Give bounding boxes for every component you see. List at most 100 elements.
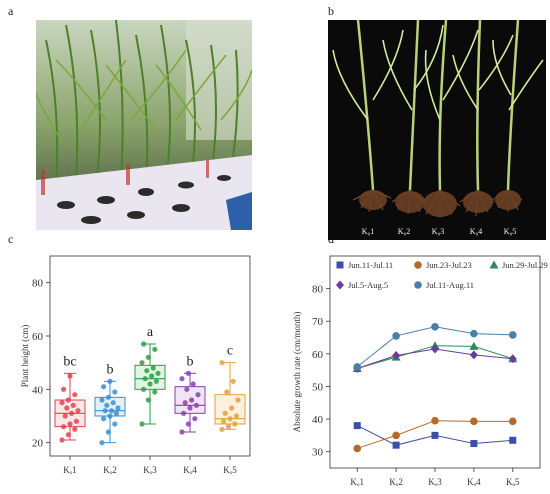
box-point — [72, 392, 78, 398]
box-point — [150, 365, 156, 371]
significance-letter: b — [107, 362, 114, 377]
box-point — [59, 437, 65, 443]
y-tick-label: 20 — [32, 438, 44, 450]
legend-label: Jul.5-Aug.5 — [348, 280, 388, 290]
box-point — [62, 413, 68, 419]
series-point — [431, 431, 439, 439]
plant-label-4: K₀4 — [470, 227, 483, 236]
plant-label-1: K₀1 — [362, 227, 375, 236]
box-point — [153, 378, 159, 384]
box-point — [67, 421, 73, 427]
series-point — [431, 416, 439, 425]
box-point — [145, 397, 151, 403]
box-point — [112, 421, 118, 427]
box-point — [99, 440, 105, 446]
box-point — [185, 421, 191, 427]
panel-b-letter: b — [328, 4, 334, 18]
box-point — [189, 397, 195, 403]
box-point — [72, 426, 78, 432]
series-point — [470, 417, 478, 426]
x-tick-label: Kₒ4 — [183, 465, 197, 475]
series-point — [470, 440, 478, 448]
box-point — [181, 410, 187, 416]
box-point — [224, 389, 230, 395]
box-point — [145, 354, 151, 360]
series-point — [470, 329, 478, 338]
y-tick-label: 40 — [32, 384, 44, 396]
box-point — [65, 432, 71, 438]
box-point — [179, 429, 185, 435]
legend-label: Jun.23-Jul.23 — [426, 260, 472, 270]
significance-letter: c — [227, 344, 233, 359]
legend-label: Jun.29-Jul.29 — [502, 260, 548, 270]
box-point — [219, 426, 225, 432]
box-point — [69, 410, 75, 416]
box-point — [235, 397, 241, 403]
box-point — [141, 341, 147, 347]
box-point — [105, 429, 111, 435]
photo-five-plants: K₀1 K₀2 K₀3 K₀4 K₀5 — [328, 20, 546, 240]
box-point — [142, 376, 148, 382]
box-point — [73, 418, 79, 424]
x-tick-label: Kₒ2 — [389, 477, 403, 487]
box-point — [70, 402, 76, 408]
box-point — [232, 421, 238, 427]
box-point — [193, 402, 199, 408]
box-point — [182, 400, 188, 406]
series-point — [353, 422, 361, 430]
box-point — [219, 360, 225, 366]
plant-label-2: K₀2 — [398, 227, 411, 236]
panel-c-letter: c — [8, 232, 14, 246]
box-point — [179, 376, 185, 382]
box-point — [192, 416, 198, 422]
box-point — [147, 381, 153, 387]
box-point — [110, 400, 116, 406]
box-point — [221, 418, 227, 424]
x-tick-label: Kₒ4 — [467, 477, 481, 487]
box-point — [113, 410, 119, 416]
legend-marker — [414, 261, 422, 269]
box-point — [65, 397, 71, 403]
box-point — [233, 413, 239, 419]
growth-rate-linechart: 30 40 50 60 70 80 Absolute growth rate (cm/mon… — [292, 255, 548, 487]
series-point — [431, 344, 439, 354]
box-point — [101, 416, 107, 422]
series-point — [469, 350, 478, 360]
box-point — [144, 368, 150, 374]
box-point — [229, 405, 235, 411]
legend-marker — [336, 280, 344, 290]
box-point — [99, 397, 105, 403]
significance-letter: bc — [63, 354, 76, 369]
y-tick-label: 50 — [312, 381, 324, 393]
box-point — [190, 381, 196, 387]
box-point — [75, 408, 81, 414]
series-point — [392, 350, 401, 360]
box-point — [139, 360, 145, 366]
box-point — [187, 405, 193, 411]
x-tick-label: Kₒ5 — [506, 477, 520, 487]
box-point — [109, 408, 115, 414]
x-tick-label: Kₒ5 — [223, 465, 237, 475]
legend-label: Jun.11-Jul.11 — [348, 260, 393, 270]
box-point — [139, 421, 145, 427]
box-point — [112, 389, 118, 395]
box-point — [149, 373, 155, 379]
y-tick-label: 80 — [312, 284, 324, 296]
box-point — [152, 389, 158, 395]
legend-marker — [489, 260, 499, 269]
x-tick-label: Kₒ3 — [143, 465, 157, 475]
x-tick-label: Kₒ3 — [428, 477, 442, 487]
box-point — [107, 378, 113, 384]
series-point — [508, 417, 517, 426]
y-axis-label: Plant height (cm) — [20, 325, 30, 388]
box-point — [230, 378, 236, 384]
plant-label-3: K₀3 — [432, 227, 445, 236]
x-tick-label: Kₒ2 — [103, 465, 117, 475]
box-point — [64, 405, 70, 411]
significance-letter: b — [187, 354, 194, 369]
plant-height-boxplot: 20 40 60 80 Plant height (cm) bc Kₒ1 b Kₒ2 a Kₒ3 b K… — [20, 255, 251, 475]
y-tick-label: 60 — [312, 349, 324, 361]
box-point — [227, 416, 233, 422]
series-point — [392, 441, 400, 449]
series-point — [392, 332, 400, 340]
